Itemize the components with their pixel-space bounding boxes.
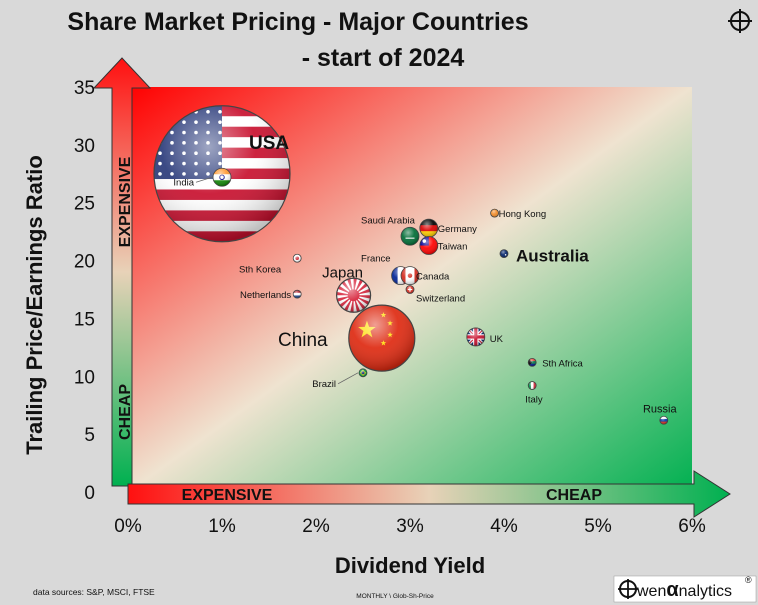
y-arrow-cheap-label: CHEAP	[117, 384, 134, 440]
marker-netherlands	[292, 289, 302, 299]
y-tick-label: 25	[74, 194, 95, 215]
label-italy: Italy	[525, 395, 543, 406]
point-uk: UK	[466, 327, 504, 347]
marker-uk	[466, 327, 486, 347]
point-taiwan: Taiwan	[419, 236, 468, 255]
x-arrow-expensive-label: EXPENSIVE	[182, 487, 273, 504]
marker-taiwan	[419, 236, 439, 255]
point-saudi-arabia: Saudi Arabia	[361, 215, 420, 246]
point-sth-korea: Sth Korea	[239, 253, 302, 275]
point-netherlands: Netherlands	[240, 289, 302, 301]
x-axis-arrow	[127, 470, 731, 518]
marker-saudi-arabia	[400, 226, 420, 246]
x-tick-label: 6%	[678, 516, 706, 537]
label-russia: Russia	[643, 403, 678, 415]
data-sources: data sources: S&P, MSCI, FTSE	[33, 587, 155, 597]
label-australia: Australia	[516, 247, 589, 266]
y-tick-label: 5	[84, 425, 95, 446]
y-tick-label: 35	[74, 78, 95, 99]
file-reference: MONTHLY \ Glob-Sh-Price	[356, 593, 434, 600]
y-tick-label: 15	[74, 309, 95, 330]
x-tick-label: 1%	[208, 516, 236, 537]
leader-line-brazil	[337, 372, 359, 385]
x-tick-label: 5%	[584, 516, 612, 537]
x-axis-title: Dividend Yield	[335, 553, 485, 578]
x-tick-label: 2%	[302, 516, 330, 537]
label-brazil: Brazil	[312, 379, 336, 390]
svg-text:wenαnalytics: wenαnalytics	[636, 579, 732, 601]
x-tick-label: 4%	[490, 516, 518, 537]
marker-germany	[419, 218, 439, 238]
point-germany: Germany	[419, 218, 477, 238]
label-france: France	[361, 254, 391, 265]
label-hong-kong: Hong Kong	[499, 209, 547, 220]
marker-sth-africa	[527, 357, 537, 367]
x-tick-labels: 0% 1% 2% 3% 4% 5% 6%	[114, 516, 706, 537]
x-tick-label: 3%	[396, 516, 424, 537]
brand-registered: ®	[745, 575, 752, 585]
point-russia: Russia	[643, 403, 678, 425]
label-uk: UK	[490, 334, 504, 345]
marker-switzerland	[405, 285, 415, 294]
label-sth-africa: Sth Africa	[542, 358, 583, 369]
label-sth-korea: Sth Korea	[239, 264, 282, 275]
y-axis-title: Trailing Price/Earnings Ratio	[22, 155, 47, 455]
marker-india	[212, 167, 232, 187]
y-tick-label: 20	[74, 252, 95, 273]
label-switzerland: Switzerland	[416, 294, 465, 305]
label-germany: Germany	[438, 224, 477, 235]
point-australia: Australia	[499, 247, 589, 266]
marker-china	[348, 304, 416, 372]
label-netherlands: Netherlands	[240, 290, 291, 301]
point-canada: Canada	[400, 266, 450, 286]
chart-subtitle: - start of 2024	[302, 44, 465, 72]
y-tick-label: 0	[84, 483, 95, 504]
leader-line-india	[195, 176, 213, 183]
marker-italy	[527, 381, 537, 390]
y-tick-label: 10	[74, 367, 95, 388]
marker-sth-korea	[292, 253, 302, 263]
label-usa: USA	[249, 133, 289, 154]
brand-prefix: wen	[636, 583, 666, 600]
marker-russia	[659, 415, 669, 425]
brand-alpha: α	[666, 579, 679, 601]
y-tick-labels: 0 5 10 15 20 25 30 35	[74, 78, 95, 504]
x-arrow-cheap-label: CHEAP	[546, 487, 602, 504]
marker-canada	[400, 266, 420, 286]
y-axis-arrow	[92, 57, 152, 487]
label-saudi-arabia: Saudi Arabia	[361, 215, 416, 226]
point-switzerland: Switzerland	[405, 285, 465, 305]
point-italy: Italy	[525, 381, 543, 406]
label-china: China	[278, 330, 328, 351]
point-sth-africa: Sth Africa	[527, 357, 584, 369]
x-tick-label: 0%	[114, 516, 142, 537]
point-brazil: Brazil	[312, 368, 368, 390]
brand-crosshair-icon	[618, 579, 638, 599]
chart-title: Share Market Pricing - Major Countries	[67, 8, 528, 36]
y-arrow-expensive-label: EXPENSIVE	[117, 156, 134, 247]
label-taiwan: Taiwan	[438, 242, 468, 253]
point-hong-kong: Hong Kong	[490, 208, 547, 220]
data-points: USA China Japan India Germany Taiwan Saudi Ara…	[153, 105, 678, 425]
marker-australia	[499, 249, 509, 259]
marker-brazil	[358, 368, 368, 378]
crosshair-logo-icon	[728, 9, 752, 33]
point-india: India	[173, 167, 232, 188]
y-tick-label: 30	[74, 136, 95, 157]
brand-logo: wenαnalytics ®	[613, 575, 757, 603]
marker-hong-kong	[490, 208, 500, 218]
brand-suffix: nalytics	[679, 583, 732, 600]
label-india: India	[173, 177, 194, 188]
label-japan: Japan	[322, 264, 363, 281]
label-canada: Canada	[416, 272, 450, 283]
point-china: China	[278, 304, 416, 372]
